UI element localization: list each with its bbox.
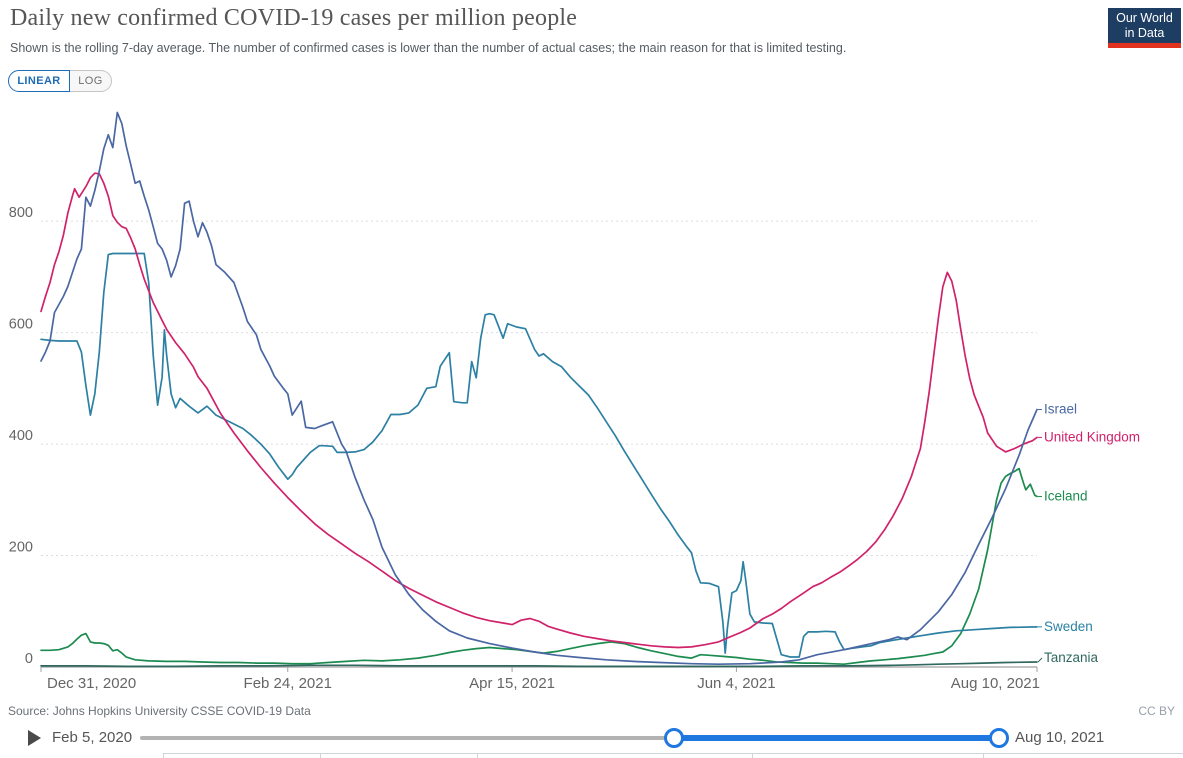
series-line-israel[interactable]	[40, 111, 1038, 666]
x-tick-label: Aug 10, 2021	[951, 675, 1040, 692]
table-divider	[983, 753, 984, 758]
table-divider	[320, 753, 321, 758]
owid-logo-line1: Our World	[1116, 11, 1173, 25]
series-label-tanzania[interactable]: Tanzania	[1044, 650, 1099, 665]
series-line-sweden[interactable]	[40, 252, 1038, 658]
owid-logo-red-bar	[1108, 43, 1181, 48]
series-label-sweden[interactable]: Sweden	[1044, 619, 1093, 634]
log-scale-button[interactable]: LOG	[70, 70, 112, 92]
play-icon[interactable]	[28, 730, 41, 746]
timeline-start-handle[interactable]	[664, 728, 684, 748]
page-title: Daily new confirmed COVID-19 cases per m…	[10, 5, 578, 31]
owid-logo: Our World in Data	[1108, 8, 1181, 43]
series-label-united-kingdom[interactable]: United Kingdom	[1044, 429, 1140, 444]
source-note: Source: Johns Hopkins University CSSE CO…	[8, 704, 311, 718]
timeline-end-date[interactable]: Aug 10, 2021	[1015, 729, 1105, 746]
series-label-israel[interactable]: Israel	[1044, 402, 1077, 417]
y-tick-label-800: 800	[9, 205, 33, 221]
series-line-united-kingdom[interactable]	[40, 172, 1038, 649]
table-top-border	[163, 753, 1183, 754]
timeline-end-handle[interactable]	[989, 728, 1009, 748]
table-divider	[163, 753, 164, 758]
timeline-control: Feb 5, 2020 Aug 10, 2021	[0, 722, 1183, 754]
y-tick-label-400: 400	[9, 428, 33, 444]
x-tick-label: Feb 24, 2021	[244, 675, 332, 692]
x-tick-label: Apr 15, 2021	[469, 675, 555, 692]
y-tick-label-600: 600	[9, 317, 33, 333]
chart-subtitle: Shown is the rolling 7-day average. The …	[10, 41, 847, 55]
y-tick-label-200: 200	[9, 540, 33, 556]
license-label[interactable]: CC BY	[1138, 704, 1175, 718]
series-line-tanzania[interactable]	[40, 661, 1038, 668]
scale-toggle: LINEAR LOG	[8, 70, 112, 92]
table-divider	[752, 753, 753, 758]
y-tick-label-0: 0	[25, 651, 33, 667]
table-divider	[477, 753, 478, 758]
owid-logo-line2: in Data	[1124, 26, 1165, 40]
x-tick-label: Jun 4, 2021	[697, 675, 775, 692]
timeline-selected-range[interactable]	[674, 735, 999, 741]
series-label-connector-tanzania	[1037, 657, 1043, 663]
linear-scale-button[interactable]: LINEAR	[8, 70, 70, 92]
series-label-iceland[interactable]: Iceland	[1044, 488, 1088, 503]
x-tick-label: Dec 31, 2020	[47, 675, 136, 692]
timeline-track[interactable]	[140, 736, 674, 740]
timeline-start-date[interactable]: Feb 5, 2020	[52, 729, 133, 746]
series-line-iceland[interactable]	[40, 467, 1038, 666]
